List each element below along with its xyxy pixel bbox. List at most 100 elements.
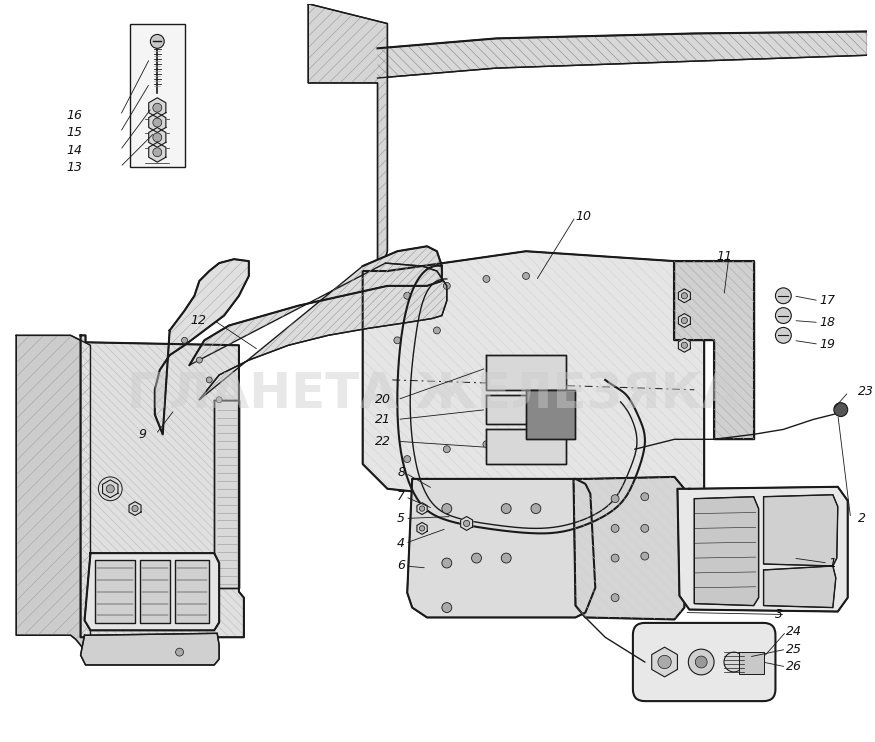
- Polygon shape: [487, 355, 565, 390]
- Circle shape: [483, 275, 490, 283]
- Circle shape: [640, 525, 648, 532]
- Polygon shape: [678, 289, 690, 303]
- Circle shape: [394, 337, 401, 344]
- Circle shape: [403, 292, 410, 299]
- Circle shape: [153, 148, 162, 157]
- Polygon shape: [149, 142, 166, 162]
- Polygon shape: [764, 566, 836, 608]
- Polygon shape: [764, 495, 837, 566]
- Polygon shape: [675, 261, 753, 439]
- Polygon shape: [190, 246, 447, 400]
- Polygon shape: [416, 522, 427, 534]
- Polygon shape: [694, 496, 759, 605]
- Polygon shape: [416, 502, 427, 514]
- Text: 10: 10: [576, 210, 592, 223]
- Polygon shape: [175, 560, 209, 623]
- Polygon shape: [652, 647, 677, 677]
- Circle shape: [522, 272, 529, 280]
- Polygon shape: [17, 335, 90, 652]
- Circle shape: [419, 506, 424, 511]
- Text: 12: 12: [190, 314, 206, 327]
- Circle shape: [433, 327, 440, 334]
- Polygon shape: [308, 4, 388, 281]
- Circle shape: [153, 103, 162, 112]
- Polygon shape: [85, 553, 219, 631]
- Circle shape: [611, 525, 619, 532]
- Circle shape: [682, 342, 688, 349]
- Circle shape: [501, 504, 511, 513]
- Circle shape: [150, 34, 164, 48]
- Text: 26: 26: [787, 660, 802, 674]
- Text: 11: 11: [716, 249, 732, 263]
- Text: 15: 15: [66, 126, 82, 139]
- Circle shape: [153, 133, 162, 142]
- Polygon shape: [129, 502, 141, 516]
- Text: 22: 22: [375, 435, 391, 447]
- Text: 8: 8: [397, 467, 405, 479]
- Circle shape: [640, 493, 648, 501]
- Polygon shape: [149, 128, 166, 148]
- Circle shape: [419, 526, 424, 531]
- Text: 21: 21: [375, 413, 391, 426]
- Polygon shape: [214, 400, 239, 588]
- Circle shape: [696, 656, 707, 668]
- Text: 17: 17: [819, 295, 835, 307]
- Circle shape: [658, 655, 671, 669]
- Polygon shape: [377, 31, 867, 78]
- Text: 18: 18: [819, 316, 835, 329]
- Text: 25: 25: [787, 643, 802, 656]
- Circle shape: [216, 397, 222, 403]
- Text: 2: 2: [858, 512, 865, 525]
- Circle shape: [689, 649, 714, 675]
- Polygon shape: [487, 430, 565, 464]
- Circle shape: [442, 603, 452, 612]
- Circle shape: [442, 504, 452, 513]
- Circle shape: [153, 118, 162, 127]
- Polygon shape: [130, 24, 185, 167]
- Text: 1: 1: [828, 556, 836, 570]
- Circle shape: [444, 283, 451, 289]
- Polygon shape: [362, 252, 704, 519]
- Polygon shape: [526, 390, 576, 439]
- Polygon shape: [102, 480, 118, 498]
- Circle shape: [132, 505, 138, 512]
- Text: 16: 16: [66, 109, 82, 122]
- Circle shape: [181, 338, 187, 344]
- Text: ПЛАНЕТА ЖЕЛЕЗЯКА: ПЛАНЕТА ЖЕЛЕЗЯКА: [128, 371, 740, 418]
- Polygon shape: [95, 560, 135, 623]
- Circle shape: [724, 652, 744, 672]
- Polygon shape: [678, 338, 690, 352]
- Polygon shape: [149, 98, 166, 117]
- Circle shape: [206, 377, 213, 383]
- Text: 14: 14: [66, 144, 82, 157]
- Circle shape: [442, 558, 452, 568]
- Circle shape: [682, 292, 688, 299]
- Text: 7: 7: [397, 490, 405, 503]
- Circle shape: [640, 552, 648, 560]
- Circle shape: [611, 554, 619, 562]
- Polygon shape: [460, 516, 472, 531]
- Text: 20: 20: [375, 393, 391, 406]
- Polygon shape: [677, 487, 848, 611]
- Polygon shape: [80, 634, 219, 665]
- Circle shape: [483, 441, 490, 447]
- Text: 6: 6: [397, 559, 405, 573]
- Circle shape: [775, 308, 791, 324]
- Circle shape: [106, 485, 115, 493]
- Polygon shape: [80, 335, 244, 637]
- Circle shape: [775, 327, 791, 344]
- Text: 23: 23: [858, 385, 873, 398]
- Polygon shape: [149, 113, 166, 133]
- Circle shape: [611, 495, 619, 502]
- Polygon shape: [678, 314, 690, 327]
- Polygon shape: [155, 259, 248, 434]
- Bar: [738, 652, 764, 674]
- Text: 13: 13: [66, 160, 82, 174]
- Text: 9: 9: [139, 428, 147, 441]
- Circle shape: [472, 553, 481, 563]
- Circle shape: [775, 288, 791, 303]
- Text: 5: 5: [397, 512, 405, 525]
- Circle shape: [682, 318, 688, 324]
- Polygon shape: [407, 479, 595, 617]
- Text: 4: 4: [397, 536, 405, 550]
